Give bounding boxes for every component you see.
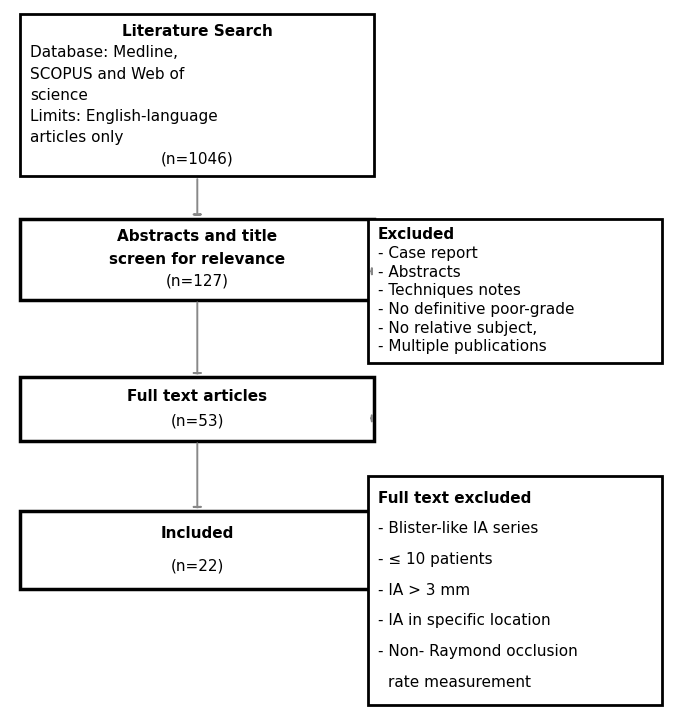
Text: - Blister-like IA series: - Blister-like IA series: [378, 521, 538, 536]
Text: - ≤ 10 patients: - ≤ 10 patients: [378, 552, 492, 567]
Text: (n=1046): (n=1046): [161, 151, 234, 166]
Text: - No relative subject,: - No relative subject,: [378, 321, 537, 336]
Text: - Non- Raymond occlusion: - Non- Raymond occlusion: [378, 644, 578, 659]
Text: (n=127): (n=127): [166, 274, 228, 289]
Text: rate measurement: rate measurement: [388, 675, 531, 690]
FancyBboxPatch shape: [368, 219, 662, 363]
Text: (n=53): (n=53): [170, 413, 224, 429]
FancyBboxPatch shape: [20, 14, 374, 176]
FancyBboxPatch shape: [20, 219, 374, 300]
Text: Full text articles: Full text articles: [128, 389, 267, 404]
FancyBboxPatch shape: [20, 511, 374, 588]
Text: - IA > 3 mm: - IA > 3 mm: [378, 583, 470, 597]
Text: science: science: [30, 88, 88, 103]
Text: Included: Included: [161, 526, 234, 541]
Text: - No definitive poor-grade: - No definitive poor-grade: [378, 302, 574, 317]
Text: Abstracts and title: Abstracts and title: [117, 229, 278, 244]
Text: articles only: articles only: [30, 130, 123, 145]
Text: Limits: English-language: Limits: English-language: [30, 109, 218, 124]
Text: Full text excluded: Full text excluded: [378, 490, 531, 505]
Text: - IA in specific location: - IA in specific location: [378, 613, 550, 628]
FancyBboxPatch shape: [20, 377, 374, 441]
FancyBboxPatch shape: [368, 476, 662, 705]
Text: Excluded: Excluded: [378, 227, 455, 242]
Text: SCOPUS and Web of: SCOPUS and Web of: [30, 67, 184, 82]
Text: - Techniques notes: - Techniques notes: [378, 283, 520, 298]
Text: Database: Medline,: Database: Medline,: [30, 45, 178, 60]
Text: screen for relevance: screen for relevance: [109, 252, 285, 267]
Text: - Case report: - Case report: [378, 246, 477, 261]
Text: Literature Search: Literature Search: [122, 24, 273, 40]
Text: - Abstracts: - Abstracts: [378, 265, 460, 280]
Text: - Multiple publications: - Multiple publications: [378, 339, 546, 354]
Text: (n=22): (n=22): [170, 558, 224, 573]
